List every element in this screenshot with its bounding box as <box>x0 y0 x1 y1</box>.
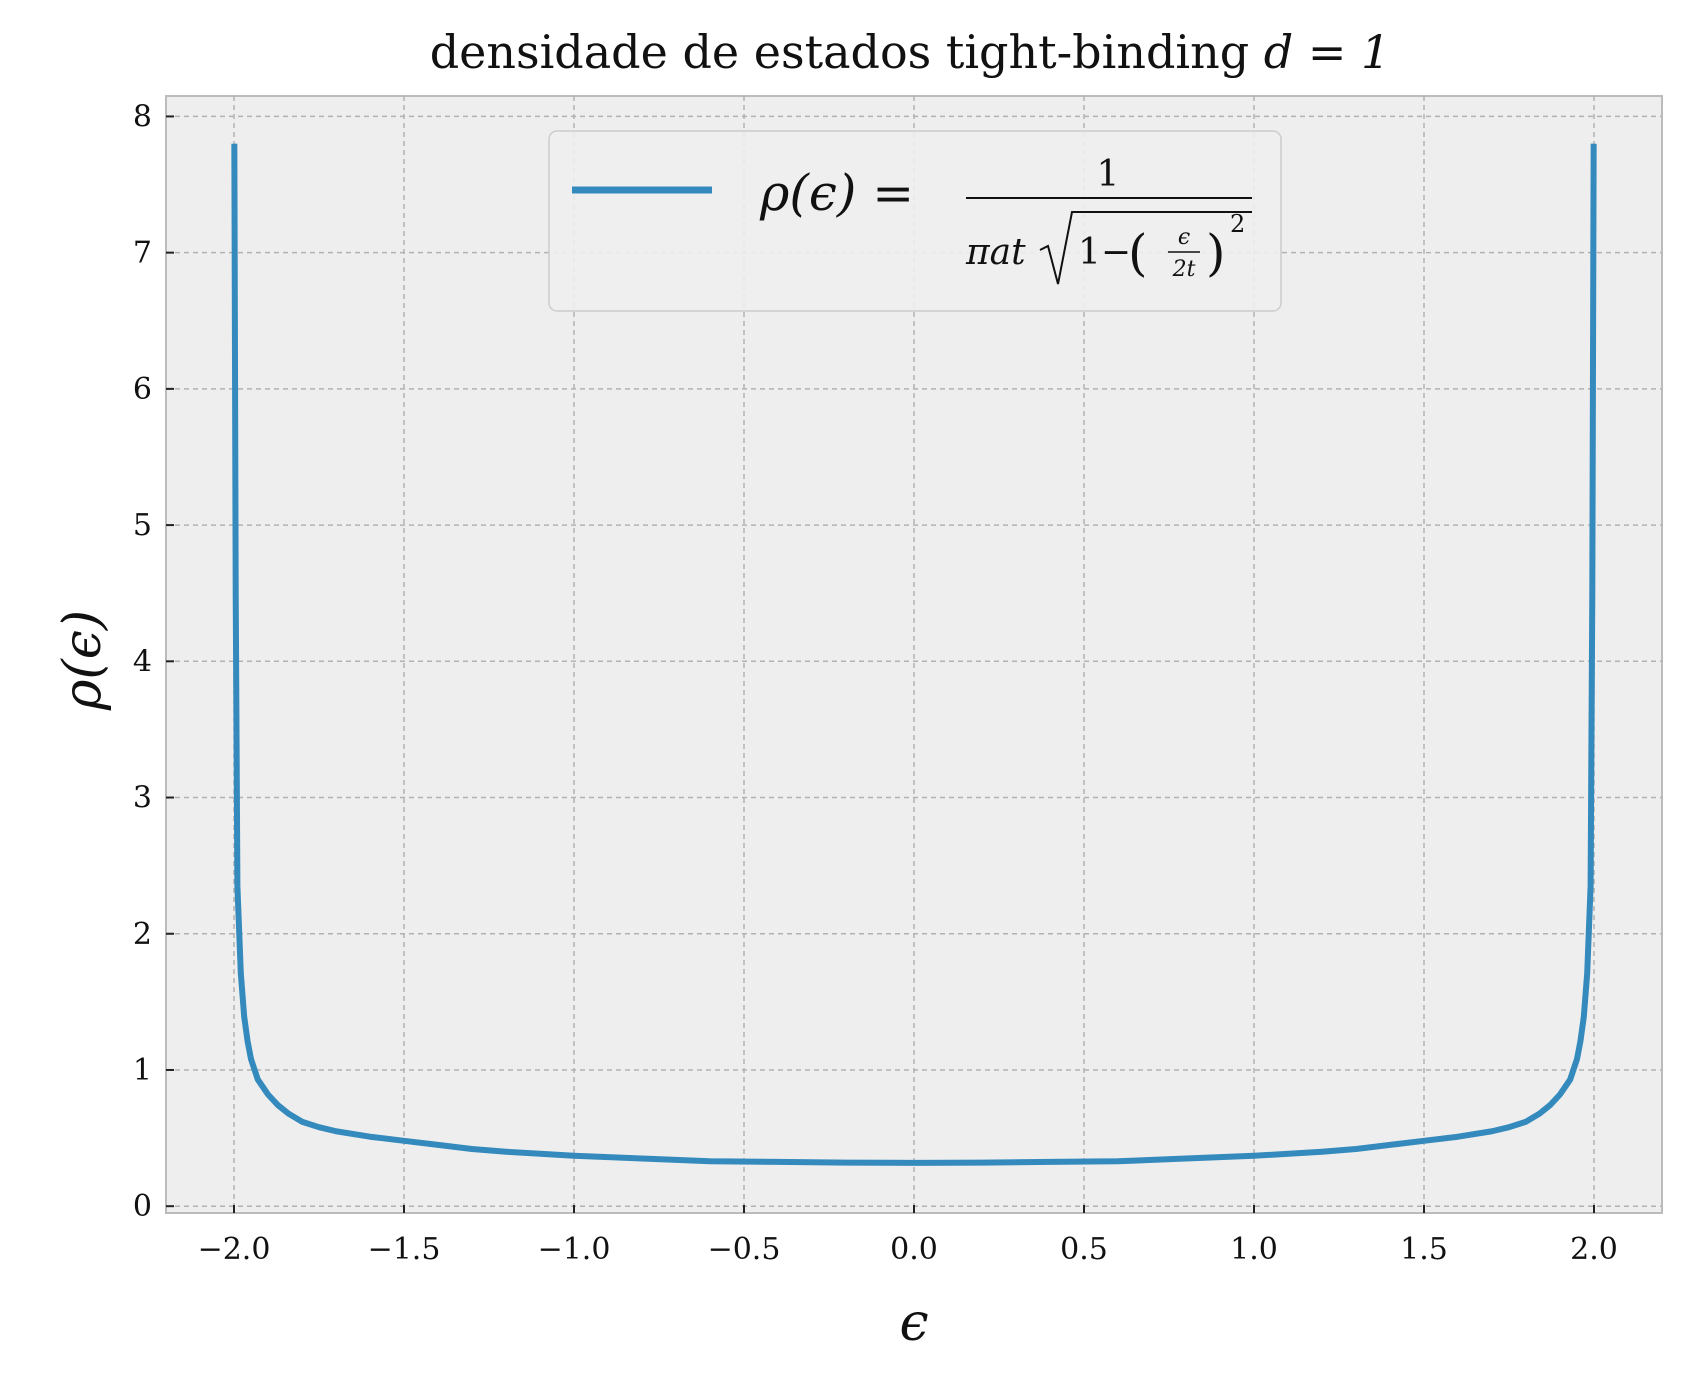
legend-label-denominator-one: 1− <box>1078 232 1131 273</box>
chart-title-text: densidade de estados tight-binding <box>430 25 1264 79</box>
y-tick-label: 2 <box>133 917 152 952</box>
x-tick-label: 1.0 <box>1230 1232 1278 1267</box>
legend-inner-denominator: 2t <box>1172 257 1196 282</box>
y-tick-label: 6 <box>133 372 152 407</box>
x-tick-label: 0.5 <box>1060 1232 1108 1267</box>
x-tick-label: 0.0 <box>890 1232 938 1267</box>
series-layer <box>231 143 1597 1166</box>
legend-label: ρ(ϵ) = 1 πat 1− ( ϵ 2t ) 2 <box>759 154 1252 285</box>
legend-label-lhs: ρ(ϵ) = <box>759 164 914 222</box>
x-tick-label: 2.0 <box>1570 1232 1618 1267</box>
legend-box <box>548 130 1282 312</box>
chart-title-math: d = 1 <box>1264 25 1391 79</box>
y-tick-label: 4 <box>133 644 152 679</box>
legend-label-numerator: 1 <box>1097 154 1120 195</box>
legend-label-denominator-pat: πat <box>965 232 1026 273</box>
x-tick-label: −1.0 <box>538 1232 611 1267</box>
x-tick-label: −1.5 <box>368 1232 441 1267</box>
x-tick-label: −2.0 <box>198 1232 271 1267</box>
y-tick-label: 0 <box>133 1189 152 1224</box>
legend-paren-left: ( <box>1128 224 1148 282</box>
chart-title: densidade de estados tight-binding d = 1 <box>430 25 1391 79</box>
y-tick-label: 8 <box>133 99 152 134</box>
series-line <box>231 143 1597 1166</box>
legend-paren-right: ) <box>1206 224 1226 282</box>
x-tick-label: 1.5 <box>1400 1232 1448 1267</box>
y-axis-label: ρ(ϵ) <box>53 610 113 711</box>
y-tick-label: 1 <box>133 1053 152 1088</box>
axis-ticks: −2.0 −1.5 −1.0 −0.5 0.0 0.5 1.0 1.5 2.0 0 1 2 3 4 5 6 7 8 <box>133 99 1618 1267</box>
legend-exponent: 2 <box>1230 210 1245 238</box>
y-tick-label: 5 <box>133 508 152 543</box>
sqrt-sign <box>1039 211 1252 285</box>
legend: ρ(ϵ) = 1 πat 1− ( ϵ 2t ) 2 <box>548 130 1282 312</box>
y-tick-label: 3 <box>133 781 152 816</box>
y-tick-label: 7 <box>133 236 152 271</box>
legend-inner-numerator: ϵ <box>1178 225 1190 250</box>
x-tick-label: −0.5 <box>708 1232 781 1267</box>
x-axis-label: ϵ <box>899 1293 928 1353</box>
